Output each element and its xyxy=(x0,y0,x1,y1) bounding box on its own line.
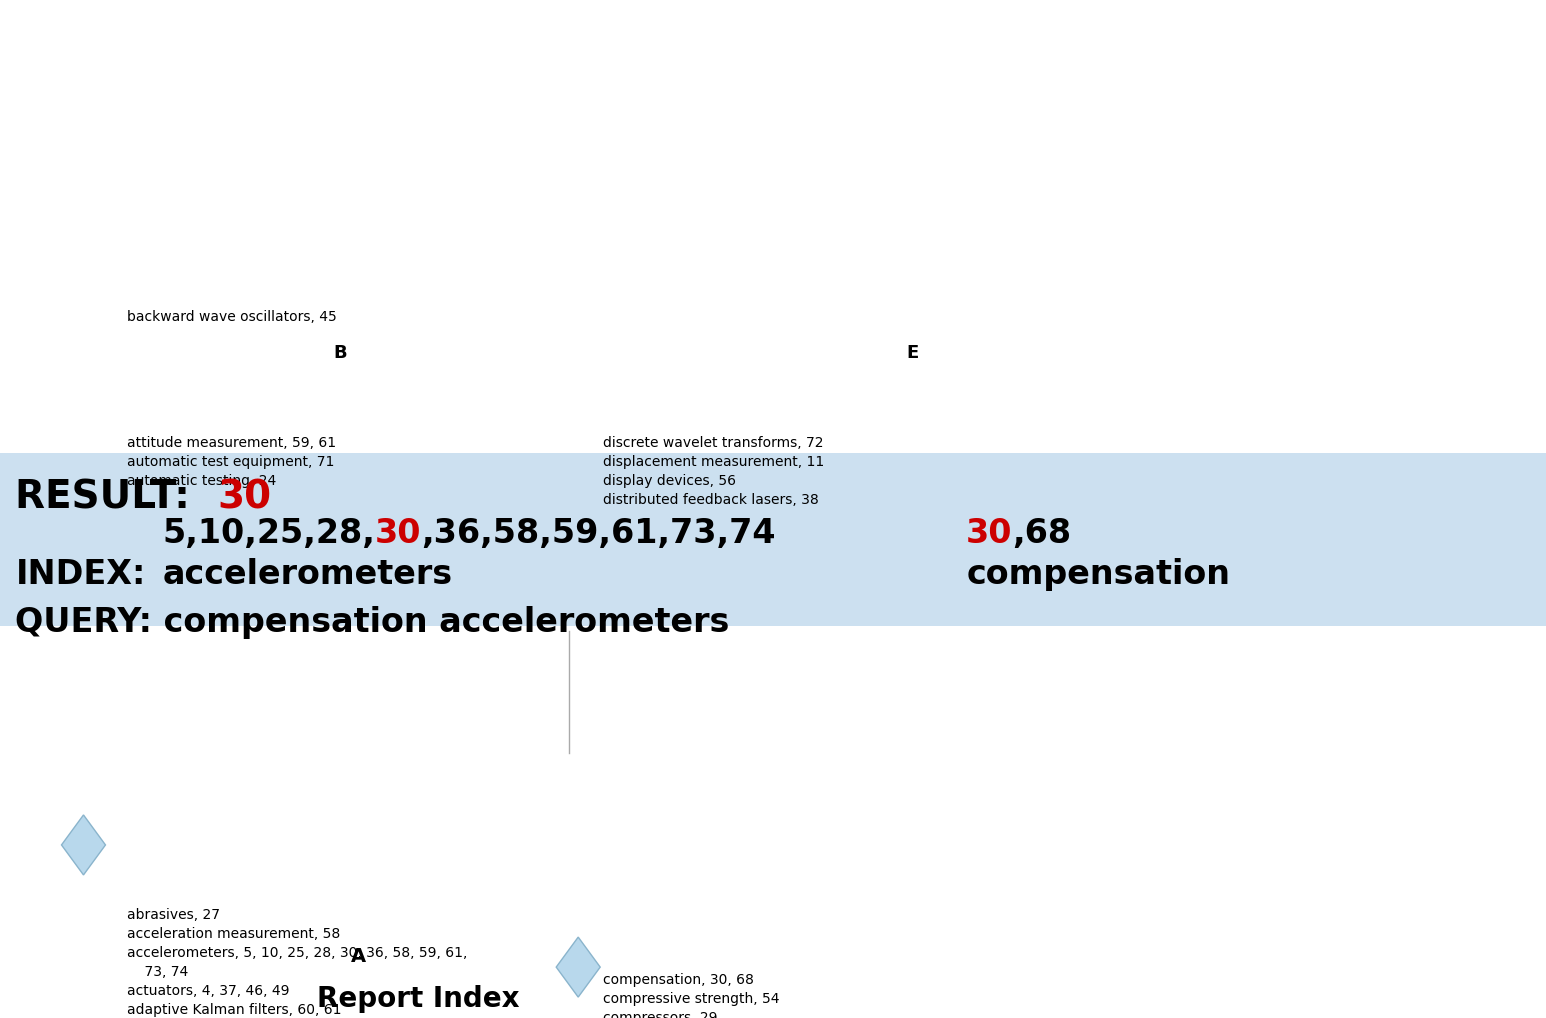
Text: display devices, 56: display devices, 56 xyxy=(603,473,736,488)
Text: 5,10,25,28,: 5,10,25,28, xyxy=(162,517,376,550)
Polygon shape xyxy=(557,938,600,997)
Text: A: A xyxy=(351,947,366,966)
Text: INDEX:: INDEX: xyxy=(15,558,145,590)
Text: RESULT:: RESULT: xyxy=(15,478,218,516)
Text: attitude measurement, 59, 61: attitude measurement, 59, 61 xyxy=(127,436,335,450)
Text: abrasives, 27: abrasives, 27 xyxy=(127,908,220,922)
Text: E: E xyxy=(906,344,918,362)
Text: backward wave oscillators, 45: backward wave oscillators, 45 xyxy=(127,310,337,325)
Text: 30: 30 xyxy=(966,517,1013,550)
Text: automatic test equipment, 71: automatic test equipment, 71 xyxy=(127,455,334,468)
Text: automatic testing, 24: automatic testing, 24 xyxy=(127,473,277,488)
Text: accelerometers, 5, 10, 25, 28, 30, 36, 58, 59, 61,: accelerometers, 5, 10, 25, 28, 30, 36, 5… xyxy=(127,946,467,960)
Polygon shape xyxy=(62,815,105,874)
Text: compressors, 29: compressors, 29 xyxy=(603,1011,717,1018)
Text: ,36,58,59,61,73,74: ,36,58,59,61,73,74 xyxy=(422,517,776,550)
Bar xyxy=(0,453,1546,626)
Text: 30: 30 xyxy=(376,517,422,550)
Text: acceleration measurement, 58: acceleration measurement, 58 xyxy=(127,927,340,941)
Text: actuators, 4, 37, 46, 49: actuators, 4, 37, 46, 49 xyxy=(127,984,289,998)
Text: QUERY: compensation accelerometers: QUERY: compensation accelerometers xyxy=(15,606,730,638)
Text: ,68: ,68 xyxy=(1013,517,1071,550)
Text: adaptive Kalman filters, 60, 61: adaptive Kalman filters, 60, 61 xyxy=(127,1003,342,1017)
Text: 73, 74: 73, 74 xyxy=(127,965,189,979)
Text: accelerometers: accelerometers xyxy=(162,558,453,590)
Text: 30: 30 xyxy=(218,478,272,516)
Text: compressive strength, 54: compressive strength, 54 xyxy=(603,993,779,1006)
Text: displacement measurement, 11: displacement measurement, 11 xyxy=(603,455,824,468)
Text: compensation, 30, 68: compensation, 30, 68 xyxy=(603,973,754,987)
Text: discrete wavelet transforms, 72: discrete wavelet transforms, 72 xyxy=(603,436,824,450)
Text: B: B xyxy=(334,344,346,362)
Text: distributed feedback lasers, 38: distributed feedback lasers, 38 xyxy=(603,493,819,507)
Text: compensation: compensation xyxy=(966,558,1231,590)
Text: Report Index: Report Index xyxy=(317,985,519,1014)
